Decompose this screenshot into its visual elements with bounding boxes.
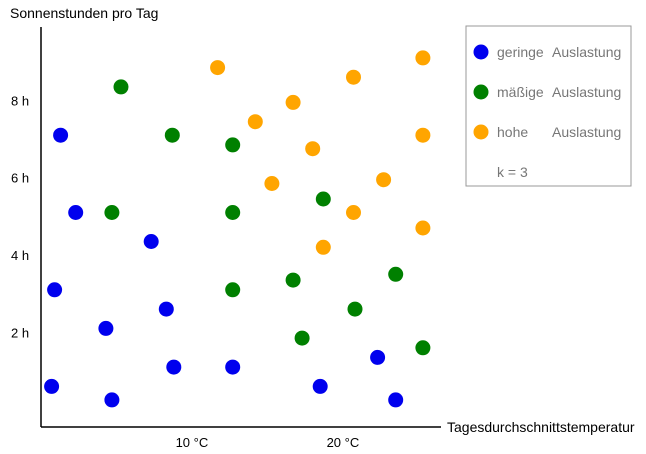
data-point-mäßige-2 xyxy=(225,137,241,153)
data-point-hohe-8 xyxy=(376,172,392,188)
data-point-hohe-10 xyxy=(315,239,331,255)
data-point-geringe-2 xyxy=(143,234,159,249)
y-tick-label-0: 2 h xyxy=(11,325,29,340)
data-point-geringe-11 xyxy=(370,349,386,365)
data-point-mäßige-10 xyxy=(294,330,310,346)
legend-marker-geringe xyxy=(473,44,489,60)
y-tick-label-3: 8 h xyxy=(11,93,29,108)
x-tick-label-1: 20 °C xyxy=(327,435,360,450)
data-point-mäßige-3 xyxy=(104,205,120,220)
data-point-geringe-10 xyxy=(312,378,328,394)
data-point-mäßige-6 xyxy=(225,282,241,298)
data-point-geringe-4 xyxy=(98,320,114,336)
data-point-geringe-12 xyxy=(388,392,404,408)
legend: geringe Auslastung mäßige Auslastung hoh… xyxy=(465,25,632,187)
legend-label-geringe: geringe xyxy=(497,44,544,60)
data-point-geringe-6 xyxy=(44,378,60,394)
legend-label-hohe: hohe xyxy=(497,124,528,140)
data-point-geringe-1 xyxy=(68,205,84,220)
data-point-hohe-9 xyxy=(346,205,361,220)
data-points xyxy=(44,50,431,408)
data-point-geringe-7 xyxy=(104,392,120,408)
legend-annotation-k: k = 3 xyxy=(497,164,528,180)
data-point-mäßige-4 xyxy=(225,205,241,220)
data-point-hohe-2 xyxy=(415,50,431,66)
x-axis-title: Tagesdurchschnittstemperatur xyxy=(447,419,635,435)
data-point-mäßige-0 xyxy=(113,79,129,95)
data-point-mäßige-8 xyxy=(347,301,363,317)
axis-tick-labels: 2 h 4 h 6 h 8 h 10 °C 20 °C xyxy=(11,93,359,450)
legend-marker-maessige xyxy=(473,84,489,100)
data-point-hohe-6 xyxy=(415,127,431,143)
data-point-mäßige-11 xyxy=(415,340,431,356)
data-point-hohe-0 xyxy=(210,60,226,76)
legend-suffix-maessige: Auslastung xyxy=(552,84,621,100)
data-point-hohe-4 xyxy=(247,114,263,130)
data-point-geringe-3 xyxy=(47,282,63,298)
y-tick-label-2: 6 h xyxy=(11,171,29,186)
y-axis-title: Sonnenstunden pro Tag xyxy=(10,5,158,21)
data-point-geringe-5 xyxy=(158,301,174,317)
legend-suffix-hohe: Auslastung xyxy=(552,124,621,140)
legend-label-maessige: mäßige xyxy=(497,84,544,100)
data-point-hohe-7 xyxy=(264,176,280,191)
data-point-hohe-11 xyxy=(415,220,431,236)
legend-suffix-geringe: Auslastung xyxy=(552,44,621,60)
data-point-mäßige-9 xyxy=(388,266,404,282)
data-point-geringe-0 xyxy=(53,127,69,143)
data-point-hohe-3 xyxy=(285,94,301,110)
legend-marker-hohe xyxy=(473,124,489,140)
x-tick-label-0: 10 °C xyxy=(176,435,209,450)
data-point-hohe-1 xyxy=(346,69,361,85)
data-point-mäßige-7 xyxy=(285,272,301,288)
data-point-geringe-8 xyxy=(166,359,182,375)
data-point-hohe-5 xyxy=(305,141,321,157)
y-tick-label-1: 4 h xyxy=(11,248,29,263)
data-point-mäßige-5 xyxy=(315,191,331,207)
data-point-mäßige-1 xyxy=(164,127,180,143)
legend-box xyxy=(465,25,632,187)
data-point-geringe-9 xyxy=(225,359,241,375)
